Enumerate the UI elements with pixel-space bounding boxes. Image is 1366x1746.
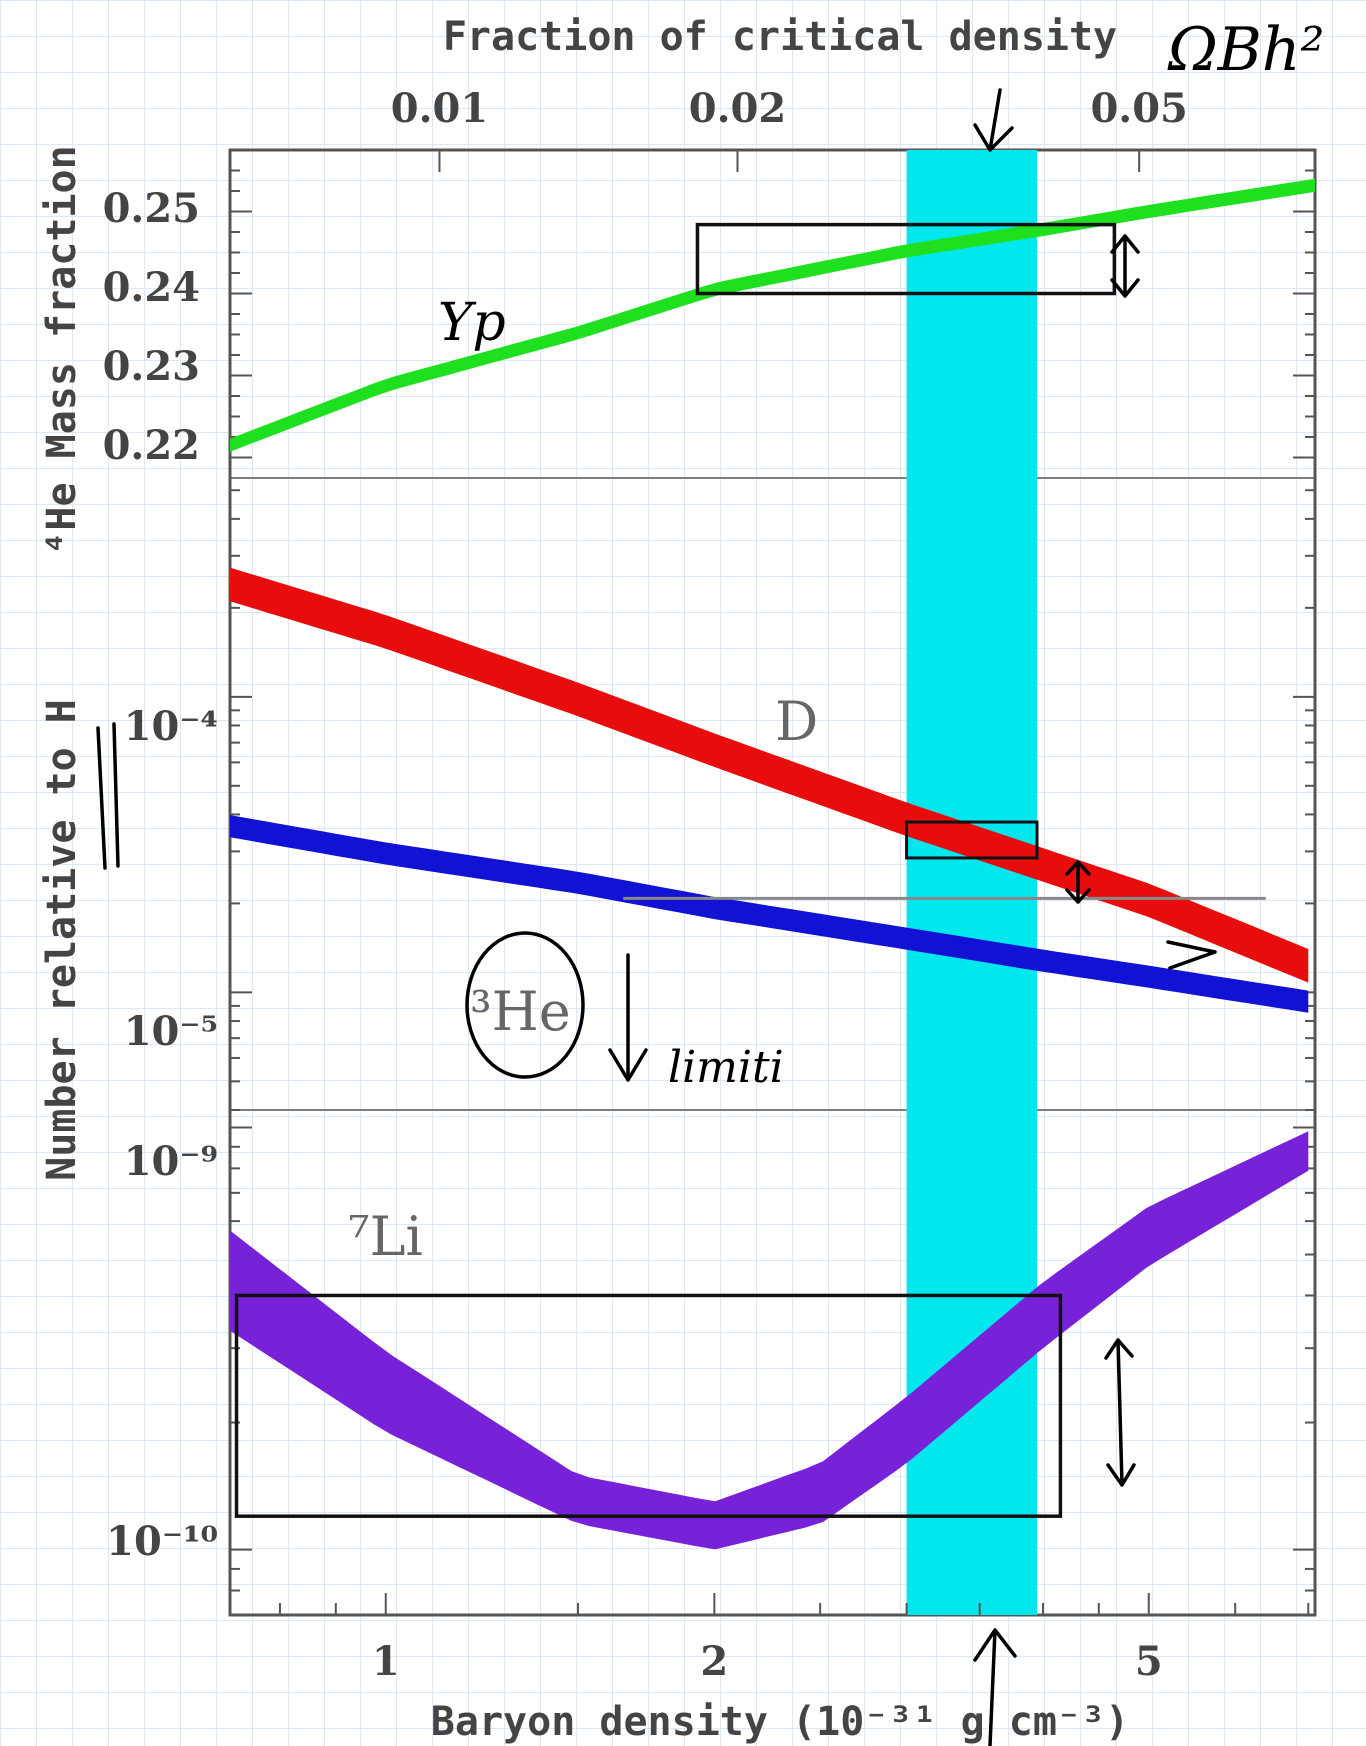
- lithium-obs-box: [234, 1293, 1063, 1518]
- deuterium-obs-box: [905, 820, 1039, 860]
- d-label: D: [775, 690, 818, 753]
- li7-label: ⁷Li: [348, 1205, 423, 1268]
- he3-series-band: [230, 815, 1309, 1013]
- limiti-annotation: limiti: [668, 1042, 784, 1093]
- li7-series-band: [230, 1131, 1309, 1550]
- bottom-arrow: [973, 1628, 1017, 1746]
- y-tick-label-025: 0.25: [103, 185, 200, 232]
- lithium-error-bracket: [1104, 1338, 1136, 1487]
- omega-annotation: ΩBh²: [1167, 15, 1325, 85]
- y-axis-title-helium: ⁴He Mass fraction: [39, 145, 85, 554]
- top-tick-label-002: 0.02: [689, 85, 786, 132]
- yp-annotation: Yp: [438, 293, 506, 353]
- y-tick-label-024: 0.24: [103, 264, 200, 311]
- y-tick-label-1e-10: 10⁻¹⁰: [106, 1518, 218, 1565]
- he3-circle: [465, 931, 585, 1079]
- y-tick-label-022: 0.22: [103, 422, 200, 469]
- deuterium-error-bracket: [1065, 860, 1091, 904]
- helium-error-bracket: [1110, 234, 1140, 298]
- top-tick-label-005: 0.05: [1090, 85, 1187, 132]
- helium-obs-box: [695, 222, 1117, 296]
- abundance-axis-marks: [96, 722, 120, 870]
- he3-limit-arrow: [608, 953, 648, 1082]
- x-axis-title: Baryon density (10⁻³¹ g cm⁻³): [431, 1699, 1129, 1745]
- x-tick-label-5: 5: [1135, 1638, 1163, 1685]
- x-tick-label-1: 1: [372, 1638, 400, 1685]
- x-tick-label-2: 2: [700, 1638, 728, 1685]
- he3-limit-arrowhead: [1166, 940, 1217, 970]
- top-arrow: [973, 88, 1014, 152]
- y-tick-label-1e-4: 10⁻⁴: [124, 703, 218, 750]
- y-tick-label-023: 0.23: [103, 343, 200, 390]
- d-series-band: [230, 567, 1309, 983]
- handwritten-annotations: ΩBh² Yp limiti: [96, 15, 1325, 1746]
- y-axis-title-abundance: Number relative to H: [39, 699, 85, 1181]
- he3-label: ³He: [470, 980, 571, 1043]
- top-tick-label-001: 0.01: [391, 85, 488, 132]
- plot-frame: [228, 148, 1317, 1617]
- y-tick-label-1e-9: 10⁻⁹: [124, 1138, 218, 1185]
- yp-series-band: [230, 178, 1315, 452]
- y-tick-label-1e-5: 10⁻⁵: [124, 1008, 218, 1055]
- top-axis-title: Fraction of critical density: [443, 14, 1117, 60]
